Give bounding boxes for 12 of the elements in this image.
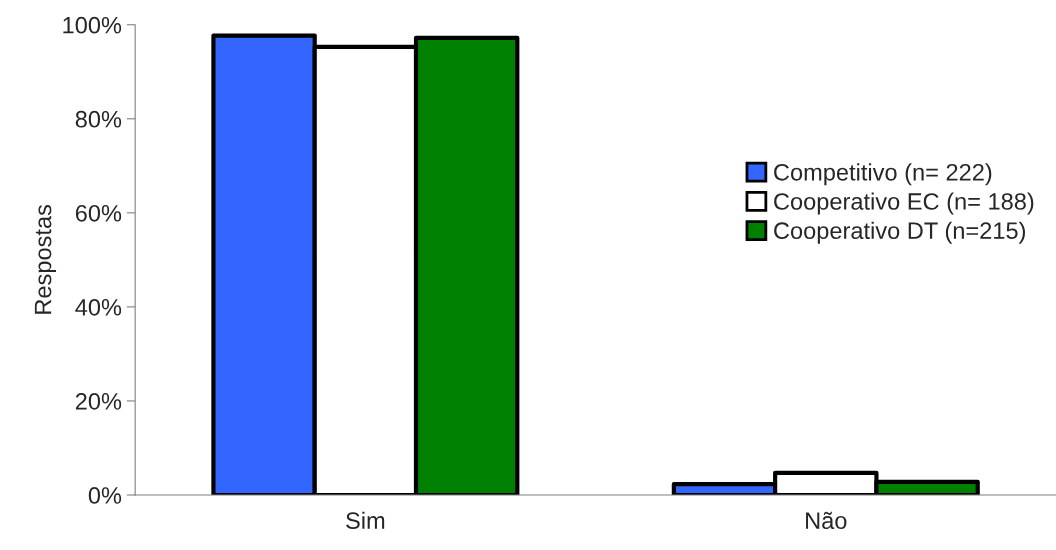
legend-label: Competitivo (n= 222) xyxy=(774,163,992,186)
legend-label: Cooperativo DT (n=215) xyxy=(774,221,1025,244)
y-tick-label: 40% xyxy=(75,298,122,316)
x-tick-label: Não xyxy=(806,511,847,530)
legend-label: Cooperativo EC (n= 188) xyxy=(774,192,1034,215)
x-tick-label: Sim xyxy=(346,511,385,530)
y-tick-label: 20% xyxy=(75,393,122,410)
y-axis-title: Respostas xyxy=(34,204,57,314)
y-tick-label: 60% xyxy=(75,204,122,222)
y-tick-label: 0% xyxy=(88,487,122,504)
y-tick-label: 100% xyxy=(63,16,122,34)
y-tick-label: 80% xyxy=(75,110,122,128)
